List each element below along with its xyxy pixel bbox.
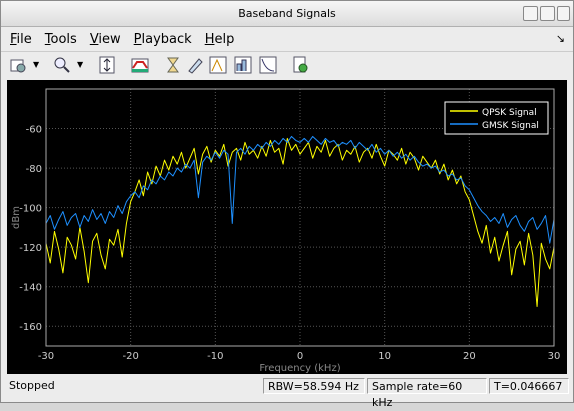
zoom-button[interactable] xyxy=(53,56,71,74)
dock-arrow[interactable]: ↘ xyxy=(555,32,565,45)
legend-label: QPSK Signal xyxy=(482,108,537,118)
scale-button[interactable] xyxy=(98,56,116,74)
x-tick-label: 30 xyxy=(548,351,561,362)
maximize-button[interactable] xyxy=(540,6,555,21)
toolbar: ▼ ▼ xyxy=(1,51,573,80)
settings-button[interactable] xyxy=(291,56,309,74)
y-tick-label: -140 xyxy=(19,283,42,294)
menu-item[interactable]: View xyxy=(89,32,121,47)
x-tick-label: 0 xyxy=(297,351,303,362)
y-tick-label: -100 xyxy=(19,204,42,215)
x-tick-label: -20 xyxy=(122,351,138,362)
minimize-button[interactable] xyxy=(523,6,538,21)
status-rbw: RBW=58.594 Hz xyxy=(263,378,365,394)
plot-panel: -160-140-120-100-80-60-30 -20 -10 0 10 20 30Fr… xyxy=(7,80,567,374)
y-tick-label: -120 xyxy=(19,243,42,254)
menu-bar: File Tools View Playback Help ↘ xyxy=(1,28,573,49)
legend: QPSK Signal GMSK Signal xyxy=(444,101,549,135)
stats-button[interactable] xyxy=(234,56,252,74)
menu-item[interactable]: File xyxy=(10,32,32,47)
status-sample-rate: Sample rate=60 kHz xyxy=(367,378,487,409)
x-tick-label: 10 xyxy=(378,351,391,362)
cursor-button[interactable] xyxy=(164,56,182,74)
x-axis-label: Frequency (kHz) xyxy=(259,363,340,374)
y-tick-label: -60 xyxy=(26,125,42,136)
menu-item[interactable]: Playback xyxy=(133,32,192,47)
axes-frame xyxy=(45,88,555,347)
y-axis-label: dBm xyxy=(11,206,22,229)
x-tick-label: 20 xyxy=(463,351,476,362)
series-line xyxy=(45,135,555,244)
x-tick-label: -30 xyxy=(38,351,54,362)
menu-item[interactable]: Help xyxy=(204,32,235,47)
x-tick-label: -10 xyxy=(207,351,223,362)
spectrum-button[interactable] xyxy=(131,56,149,74)
window-title: Baseband Signals xyxy=(238,7,336,20)
status-text: Stopped xyxy=(9,379,55,392)
menu-item[interactable]: Tools xyxy=(44,32,77,47)
close-button[interactable] xyxy=(557,6,570,21)
tool-button[interactable] xyxy=(9,56,27,74)
measure-button[interactable] xyxy=(186,56,204,74)
title-bar: Baseband Signals xyxy=(1,1,573,27)
legend-box xyxy=(444,101,549,135)
status-time: T=0.046667 xyxy=(489,378,569,394)
peak-button[interactable] xyxy=(209,56,227,74)
y-tick-label: -80 xyxy=(26,164,42,175)
status-bar: Stopped RBW=58.594 Hz Sample rate=60 kHz… xyxy=(1,376,573,409)
dropdown[interactable]: ▼ xyxy=(33,60,40,69)
dropdown[interactable]: ▼ xyxy=(77,60,84,69)
y-tick-label: -160 xyxy=(19,322,42,333)
legend-label: GMSK Signal xyxy=(482,121,539,131)
ccdf-button[interactable] xyxy=(259,56,277,74)
series-line xyxy=(45,137,555,307)
